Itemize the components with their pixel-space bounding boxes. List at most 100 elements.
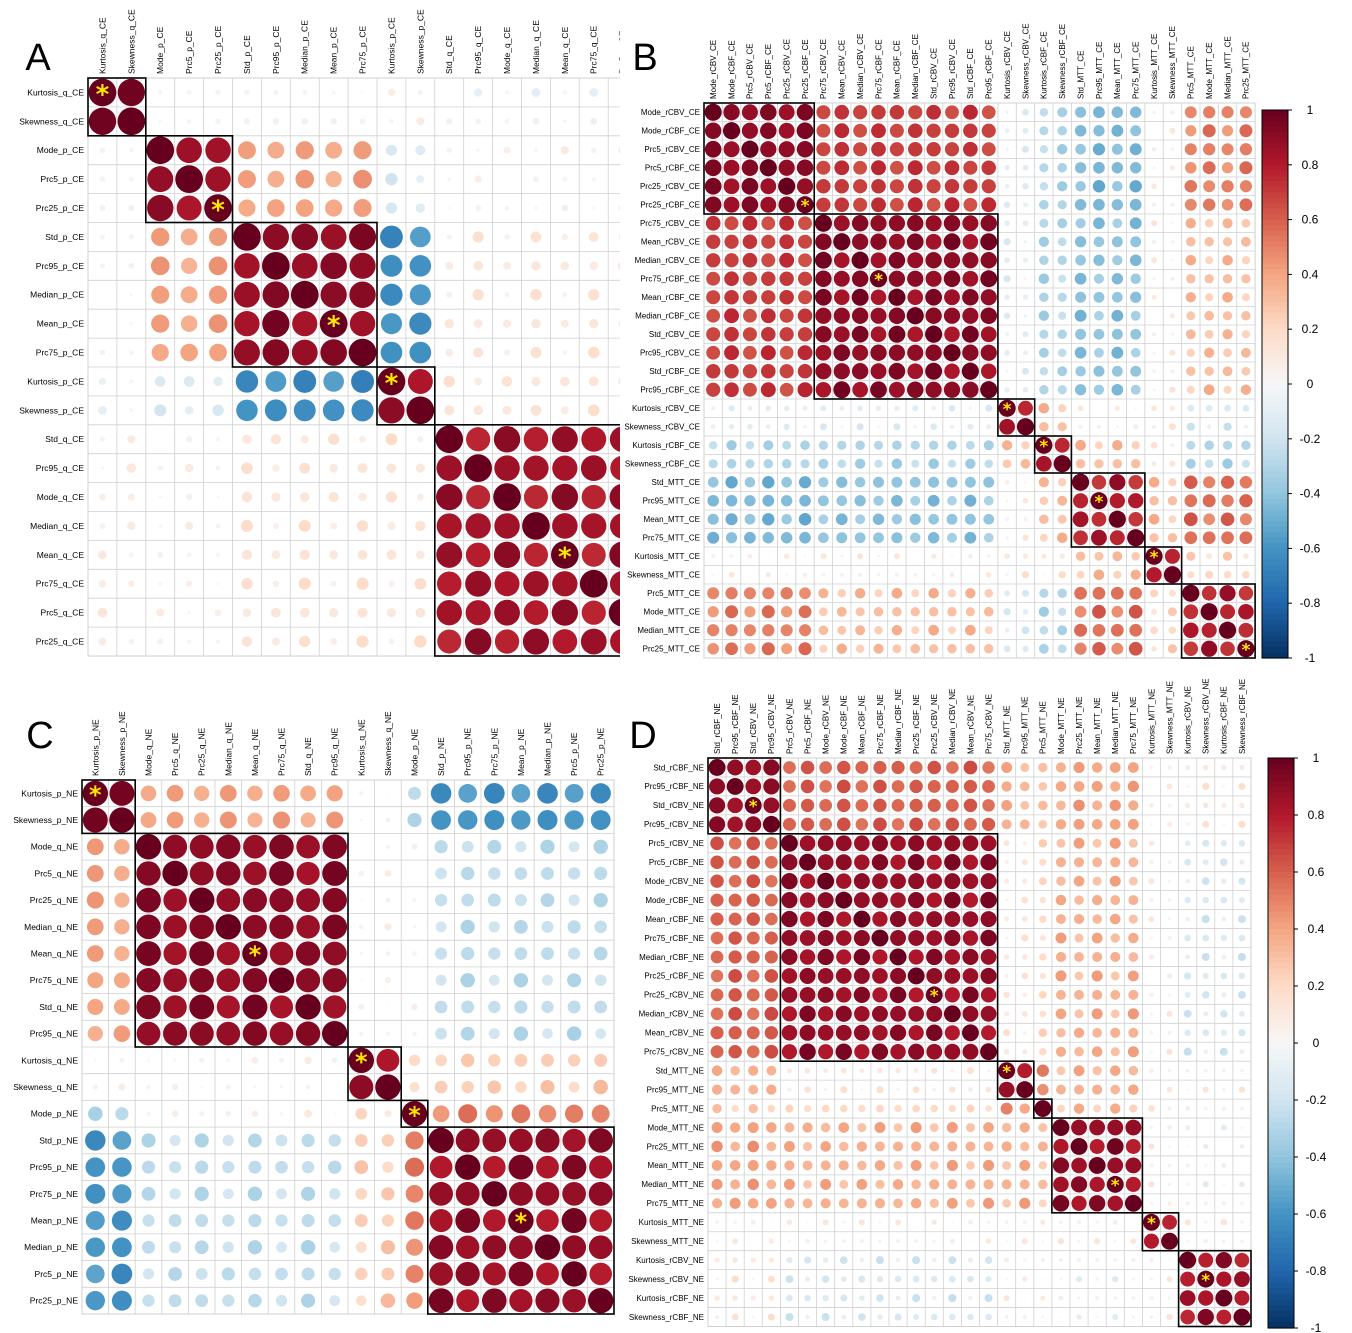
corr-cell [385, 202, 398, 214]
corr-cell [822, 1219, 829, 1226]
corr-cell [1038, 310, 1050, 321]
corr-cell [1004, 165, 1010, 171]
panel-a-col-label: Prc95_p_CE [271, 25, 281, 74]
legend-swatch [1262, 175, 1288, 182]
corr-cell [1021, 896, 1029, 904]
corr-cell [112, 1131, 132, 1150]
corr-cell [803, 1104, 812, 1113]
corr-cell [1073, 781, 1085, 792]
corr-cell [1150, 626, 1158, 635]
panel-c-col-label: Prc95_p_NE [463, 727, 473, 776]
corr-cell [835, 1024, 852, 1041]
star-marker: * [1095, 492, 1104, 512]
corr-cell [561, 1208, 587, 1234]
corr-cell [199, 1057, 205, 1063]
corr-cell [706, 382, 721, 397]
legend-swatch [1262, 241, 1288, 248]
legend-swatch [1262, 164, 1288, 171]
corr-cell [944, 326, 960, 343]
corr-cell [945, 817, 960, 832]
corr-cell [908, 911, 924, 927]
panel-d-col-label: Mean_rCBV_NE [966, 695, 975, 754]
legend-swatch [1268, 877, 1294, 884]
legend-swatch [1262, 619, 1288, 626]
star-marker: * [930, 987, 939, 1007]
corr-cell [272, 464, 280, 472]
corr-cell [1077, 1258, 1081, 1263]
corr-cell [142, 1268, 155, 1280]
corr-cell [878, 1239, 882, 1243]
corr-cell [980, 344, 997, 361]
corr-cell [945, 798, 959, 812]
legend-swatch [1268, 1271, 1294, 1278]
corr-cell [1204, 329, 1214, 339]
corr-cell [1239, 1181, 1245, 1188]
corr-cell [784, 1141, 795, 1152]
corr-cell [980, 967, 997, 984]
corr-cell [767, 1275, 775, 1283]
legend-swatch [1268, 854, 1294, 862]
corr-cell [796, 103, 814, 121]
corr-cell [488, 921, 500, 933]
corr-cell [909, 761, 923, 774]
corr-cell [247, 1186, 263, 1202]
corr-cell [1004, 387, 1010, 393]
corr-cell [271, 637, 280, 646]
corr-cell [1203, 106, 1216, 119]
corr-cell [1220, 1010, 1228, 1018]
legend-swatch [1268, 809, 1294, 816]
corr-cell [889, 910, 907, 928]
corr-cell [385, 897, 391, 903]
panel-c-row-label: Prc25_q_NE [30, 895, 79, 905]
corr-cell [1215, 1252, 1233, 1269]
corr-cell [1202, 991, 1210, 999]
panel-d-col-label: Median_rCBV_NE [948, 689, 957, 754]
corr-cell [764, 969, 779, 983]
corr-cell [301, 118, 308, 125]
corr-cell [564, 810, 584, 830]
corr-cell [1148, 954, 1154, 960]
corr-cell [1075, 106, 1087, 118]
panel-d-col-label: Skewness_rCBV_NE [1202, 678, 1211, 754]
panel-a-col-label: Prc5_p_CE [184, 30, 194, 74]
corr-cell [1039, 935, 1046, 942]
corr-cell [838, 1141, 849, 1152]
corr-cell [999, 418, 1016, 435]
corr-cell [580, 455, 607, 482]
panel-b-col-label: Kurtosis_rCBV_CE [1003, 31, 1012, 99]
corr-cell [907, 215, 924, 232]
corr-cell [1021, 367, 1029, 375]
corr-cell [778, 159, 795, 176]
corr-cell [461, 946, 475, 961]
panel-b-col-label: Median_rCBF_CE [911, 34, 920, 99]
corr-cell [943, 270, 961, 288]
corr-cell [800, 817, 815, 831]
corr-cell [983, 606, 994, 617]
corr-cell [1034, 1100, 1052, 1118]
corr-cell [474, 377, 483, 386]
corr-cell [434, 840, 448, 854]
corr-cell [965, 588, 976, 599]
corr-cell [962, 911, 979, 927]
corr-cell [417, 89, 423, 96]
panel-c-row-label: Prc25_p_NE [30, 1296, 79, 1306]
corr-cell [1094, 459, 1104, 469]
panel-b-col-label: Kurtosis_MTT_CE [1150, 34, 1159, 99]
corr-cell [320, 224, 347, 250]
corr-cell [1056, 1066, 1066, 1076]
corr-cell [966, 1161, 975, 1170]
corr-cell [141, 1133, 156, 1148]
panel-c-col-label: Kurtosis_q_NE [356, 719, 366, 776]
corr-cell [1110, 1027, 1121, 1038]
corr-cell [1074, 623, 1088, 637]
corr-cell [185, 580, 193, 587]
corr-cell [587, 404, 600, 417]
panel-c-row-label: Mean_p_NE [31, 1216, 79, 1226]
corr-cell [925, 233, 942, 250]
corr-cell [817, 910, 834, 928]
corr-cell [781, 910, 798, 928]
corr-cell [189, 914, 214, 940]
corr-cell [1094, 347, 1104, 358]
legend-swatch [1262, 603, 1288, 610]
corr-cell [1110, 857, 1121, 868]
